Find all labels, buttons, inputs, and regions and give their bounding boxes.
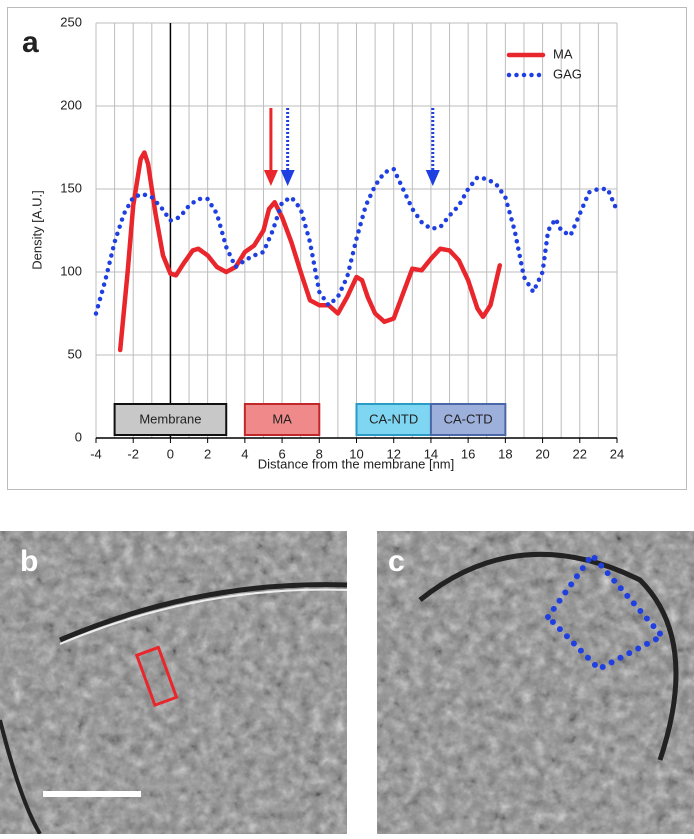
x-tick-label: 2 xyxy=(204,446,211,461)
y-tick-label: 200 xyxy=(60,97,82,112)
panel-label: a xyxy=(22,26,39,59)
arrow-head xyxy=(425,170,440,186)
x-tick-label: 12 xyxy=(386,446,400,461)
y-tick-label: 0 xyxy=(75,429,82,444)
x-tick-label: 18 xyxy=(498,446,512,461)
membrane-edge xyxy=(59,582,348,643)
panel-label: b xyxy=(20,545,38,578)
selection-box xyxy=(544,550,667,673)
legend-label: GAG xyxy=(553,66,582,81)
micrograph-c: c xyxy=(377,531,694,834)
region-label: CA-NTD xyxy=(369,411,418,426)
legend-label: MA xyxy=(553,46,573,61)
x-tick-label: 0 xyxy=(167,446,174,461)
x-tick-label: 16 xyxy=(461,446,475,461)
x-axis-label: Distance from the membrane [nm] xyxy=(258,456,455,471)
selection-box xyxy=(134,645,179,708)
x-tick-label: 8 xyxy=(316,446,323,461)
region-box xyxy=(429,403,507,436)
region-label: Membrane xyxy=(139,411,201,426)
membrane-edge xyxy=(0,719,42,836)
panel-label: c xyxy=(388,545,405,578)
region-label: CA-CTD xyxy=(444,411,493,426)
region-box xyxy=(355,403,432,436)
x-tick-label: 6 xyxy=(278,446,285,461)
chart-frame xyxy=(7,7,687,490)
x-tick-label: 4 xyxy=(241,446,248,461)
y-tick-label: 100 xyxy=(60,263,82,278)
x-tick-label: -2 xyxy=(127,446,139,461)
y-tick-label: 150 xyxy=(60,180,82,195)
x-tick-label: 22 xyxy=(573,446,587,461)
image-b-texture xyxy=(0,531,347,834)
y-axis-label: Density [A.U.] xyxy=(29,190,44,269)
y-tick-label: 250 xyxy=(60,14,82,29)
region-label: MA xyxy=(272,411,292,426)
arrow-head xyxy=(280,170,295,186)
membrane-edge xyxy=(59,588,348,645)
region-box xyxy=(113,403,228,436)
x-tick-label: 20 xyxy=(535,446,549,461)
x-tick-label: 24 xyxy=(610,446,624,461)
membrane-edge xyxy=(418,551,679,761)
series-line xyxy=(93,166,620,316)
arrow-head xyxy=(263,170,278,186)
series-line xyxy=(117,150,503,353)
region-box xyxy=(243,403,321,436)
x-tick-label: 14 xyxy=(424,446,438,461)
micrograph-b: b xyxy=(0,531,348,836)
image-c-texture xyxy=(377,531,694,834)
y-tick-label: 50 xyxy=(68,346,82,361)
x-tick-label: -4 xyxy=(90,446,102,461)
x-tick-label: 10 xyxy=(349,446,363,461)
